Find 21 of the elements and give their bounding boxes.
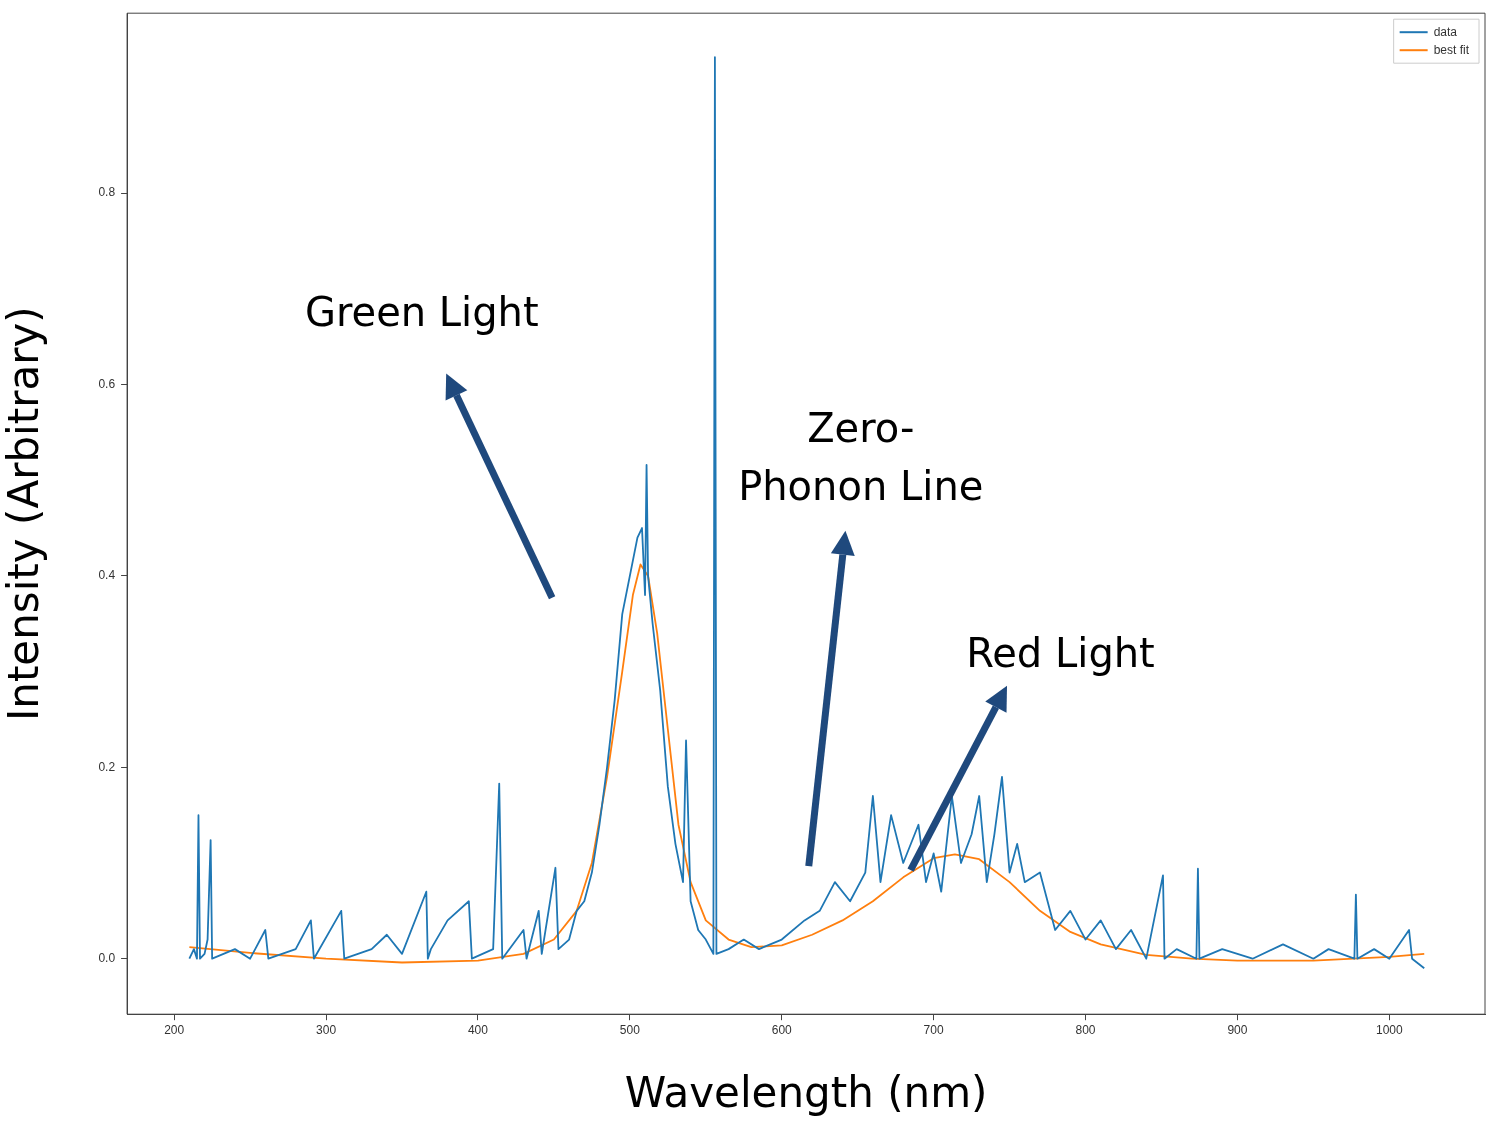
y-tick-label: 0.4 [98, 568, 116, 583]
x-tick-label: 900 [1227, 1022, 1248, 1037]
y-tick-label: 0.6 [98, 376, 116, 391]
annotation: Red Light [966, 628, 1155, 678]
y-tick-label: 0.8 [98, 185, 116, 200]
x-tick-label: 500 [619, 1022, 641, 1037]
annotation: Zero- Phonon Line [738, 403, 984, 511]
x-tick-label: 300 [316, 1022, 337, 1037]
y-axis-title: Intensity (Arbitrary) [0, 306, 49, 722]
legend-label: data [1433, 24, 1458, 39]
x-axis-title: Wavelength (nm) [624, 1067, 988, 1117]
x-tick-label: 800 [1075, 1022, 1096, 1037]
y-tick-label: 0.0 [98, 951, 116, 966]
x-tick-label: 200 [164, 1022, 185, 1037]
x-tick-label: 1000 [1375, 1022, 1403, 1037]
x-tick-label: 600 [771, 1022, 793, 1037]
y-tick-label: 0.2 [98, 759, 116, 774]
x-tick-label: 400 [467, 1022, 489, 1037]
x-tick-label: 700 [923, 1022, 944, 1037]
annotation: Green Light [304, 288, 539, 338]
legend-label: best fit [1433, 42, 1470, 57]
